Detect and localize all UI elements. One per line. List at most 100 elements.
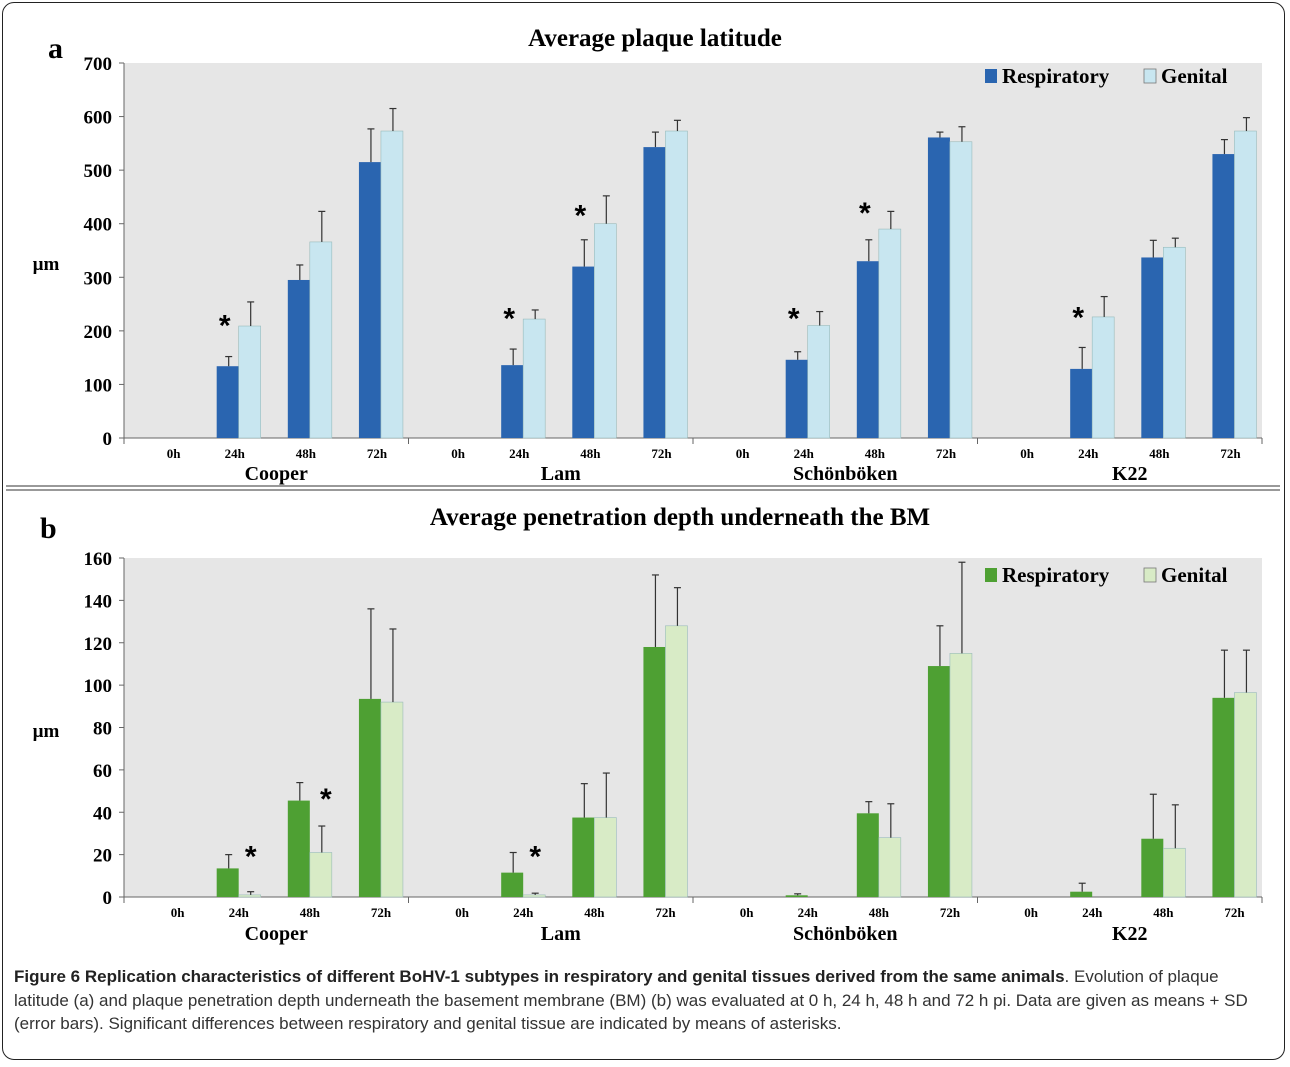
bar-respiratory [572, 266, 595, 438]
bar-genital [949, 653, 973, 898]
bar-respiratory [856, 813, 879, 897]
y-tick-label: 200 [84, 322, 113, 343]
bar-genital [665, 625, 688, 898]
bar-genital [665, 130, 688, 439]
bar-respiratory [216, 868, 239, 897]
legend-label-respiratory: Respiratory [1002, 64, 1110, 88]
x-tick-label: 0h [171, 905, 186, 920]
x-tick-label: 48h [1153, 905, 1174, 920]
significance-asterisk: * [1072, 301, 1084, 334]
bar-respiratory [1212, 154, 1235, 439]
x-tick-label: 72h [1224, 905, 1245, 920]
y-tick-label: 700 [84, 54, 113, 75]
caption-text: Evolution of plaque latitude (a) and pla… [14, 967, 1248, 1033]
x-group-label: Lam [541, 463, 581, 485]
bar-respiratory [785, 895, 808, 897]
x-tick-label: 48h [869, 905, 890, 920]
plot-area [124, 558, 1262, 897]
bar-genital [594, 817, 617, 898]
x-tick-label: 24h [225, 446, 246, 461]
x-tick-label: 0h [1024, 905, 1039, 920]
bar-respiratory [358, 698, 381, 897]
x-tick-label: 48h [584, 905, 605, 920]
bar-respiratory [643, 147, 666, 438]
significance-asterisk: * [503, 303, 515, 336]
y-tick-label: 100 [84, 375, 113, 396]
bar-respiratory [856, 261, 879, 438]
legend-swatch-respiratory [985, 568, 997, 582]
significance-asterisk: * [788, 303, 800, 336]
x-tick-label: 48h [865, 446, 886, 461]
x-group-label: Cooper [245, 463, 308, 485]
x-tick-label: 24h [229, 905, 250, 920]
bar-genital [522, 894, 546, 898]
bar-genital [878, 228, 902, 439]
y-axis-label: µm [33, 254, 60, 275]
bar-genital [238, 325, 261, 439]
x-tick-label: 24h [509, 446, 530, 461]
y-tick-label: 600 [84, 108, 113, 129]
bar-genital [309, 852, 333, 898]
bar-genital [1163, 246, 1186, 439]
x-tick-label: 72h [367, 446, 388, 461]
bar-respiratory [287, 800, 310, 897]
legend-swatch-genital [1143, 68, 1157, 84]
x-tick-label: 0h [167, 446, 182, 461]
bar-respiratory [358, 162, 381, 438]
y-tick-label: 0 [103, 888, 113, 909]
significance-asterisk: * [219, 309, 231, 342]
bar-respiratory [501, 872, 524, 897]
bar-respiratory [287, 279, 310, 438]
x-group-label: Lam [541, 923, 581, 945]
bar-respiratory [1070, 891, 1093, 897]
y-tick-label: 20 [93, 846, 112, 867]
x-tick-label: 24h [513, 905, 534, 920]
significance-asterisk: * [245, 840, 257, 873]
x-tick-label: 48h [1149, 446, 1170, 461]
bar-genital [1091, 316, 1115, 439]
y-tick-label: 0 [103, 429, 113, 450]
significance-asterisk: * [320, 783, 332, 816]
x-group-label: Cooper [245, 923, 308, 945]
panel-letter: b [40, 512, 57, 545]
bar-genital [1234, 692, 1257, 898]
significance-asterisk: * [529, 840, 541, 873]
x-tick-label: 72h [940, 905, 961, 920]
y-tick-label: 120 [84, 634, 113, 655]
caption-title-end: . [1064, 967, 1070, 986]
legend-swatch-respiratory [985, 69, 997, 83]
x-tick-label: 48h [296, 446, 317, 461]
bar-genital [594, 223, 617, 439]
bar-genital [522, 318, 546, 439]
y-tick-label: 100 [84, 676, 113, 697]
y-tick-label: 300 [84, 268, 113, 289]
bar-respiratory [927, 137, 950, 438]
x-group-label: K22 [1112, 923, 1148, 945]
x-tick-label: 72h [371, 905, 392, 920]
bar-genital [949, 141, 973, 439]
chart-title: Average penetration depth underneath the… [430, 504, 930, 531]
y-tick-label: 40 [93, 803, 112, 824]
bar-respiratory [927, 666, 950, 897]
panel-letter: a [48, 32, 63, 65]
legend-label-genital: Genital [1161, 64, 1228, 88]
x-tick-label: 72h [651, 446, 672, 461]
bar-respiratory [1141, 838, 1164, 897]
y-tick-label: 140 [84, 591, 113, 612]
significance-asterisk: * [859, 197, 871, 230]
x-tick-label: 0h [451, 446, 466, 461]
bar-respiratory [643, 646, 666, 897]
bar-genital [807, 325, 830, 439]
x-tick-label: 24h [798, 905, 819, 920]
x-tick-label: 0h [1020, 446, 1035, 461]
chart-title: Average plaque latitude [528, 25, 782, 52]
bar-genital [309, 241, 333, 439]
bar-respiratory [785, 359, 808, 438]
bar-respiratory [1141, 257, 1164, 438]
bar-genital [878, 837, 902, 898]
x-tick-label: 72h [1220, 446, 1241, 461]
bar-genital [380, 130, 404, 439]
bar-respiratory [572, 817, 595, 897]
